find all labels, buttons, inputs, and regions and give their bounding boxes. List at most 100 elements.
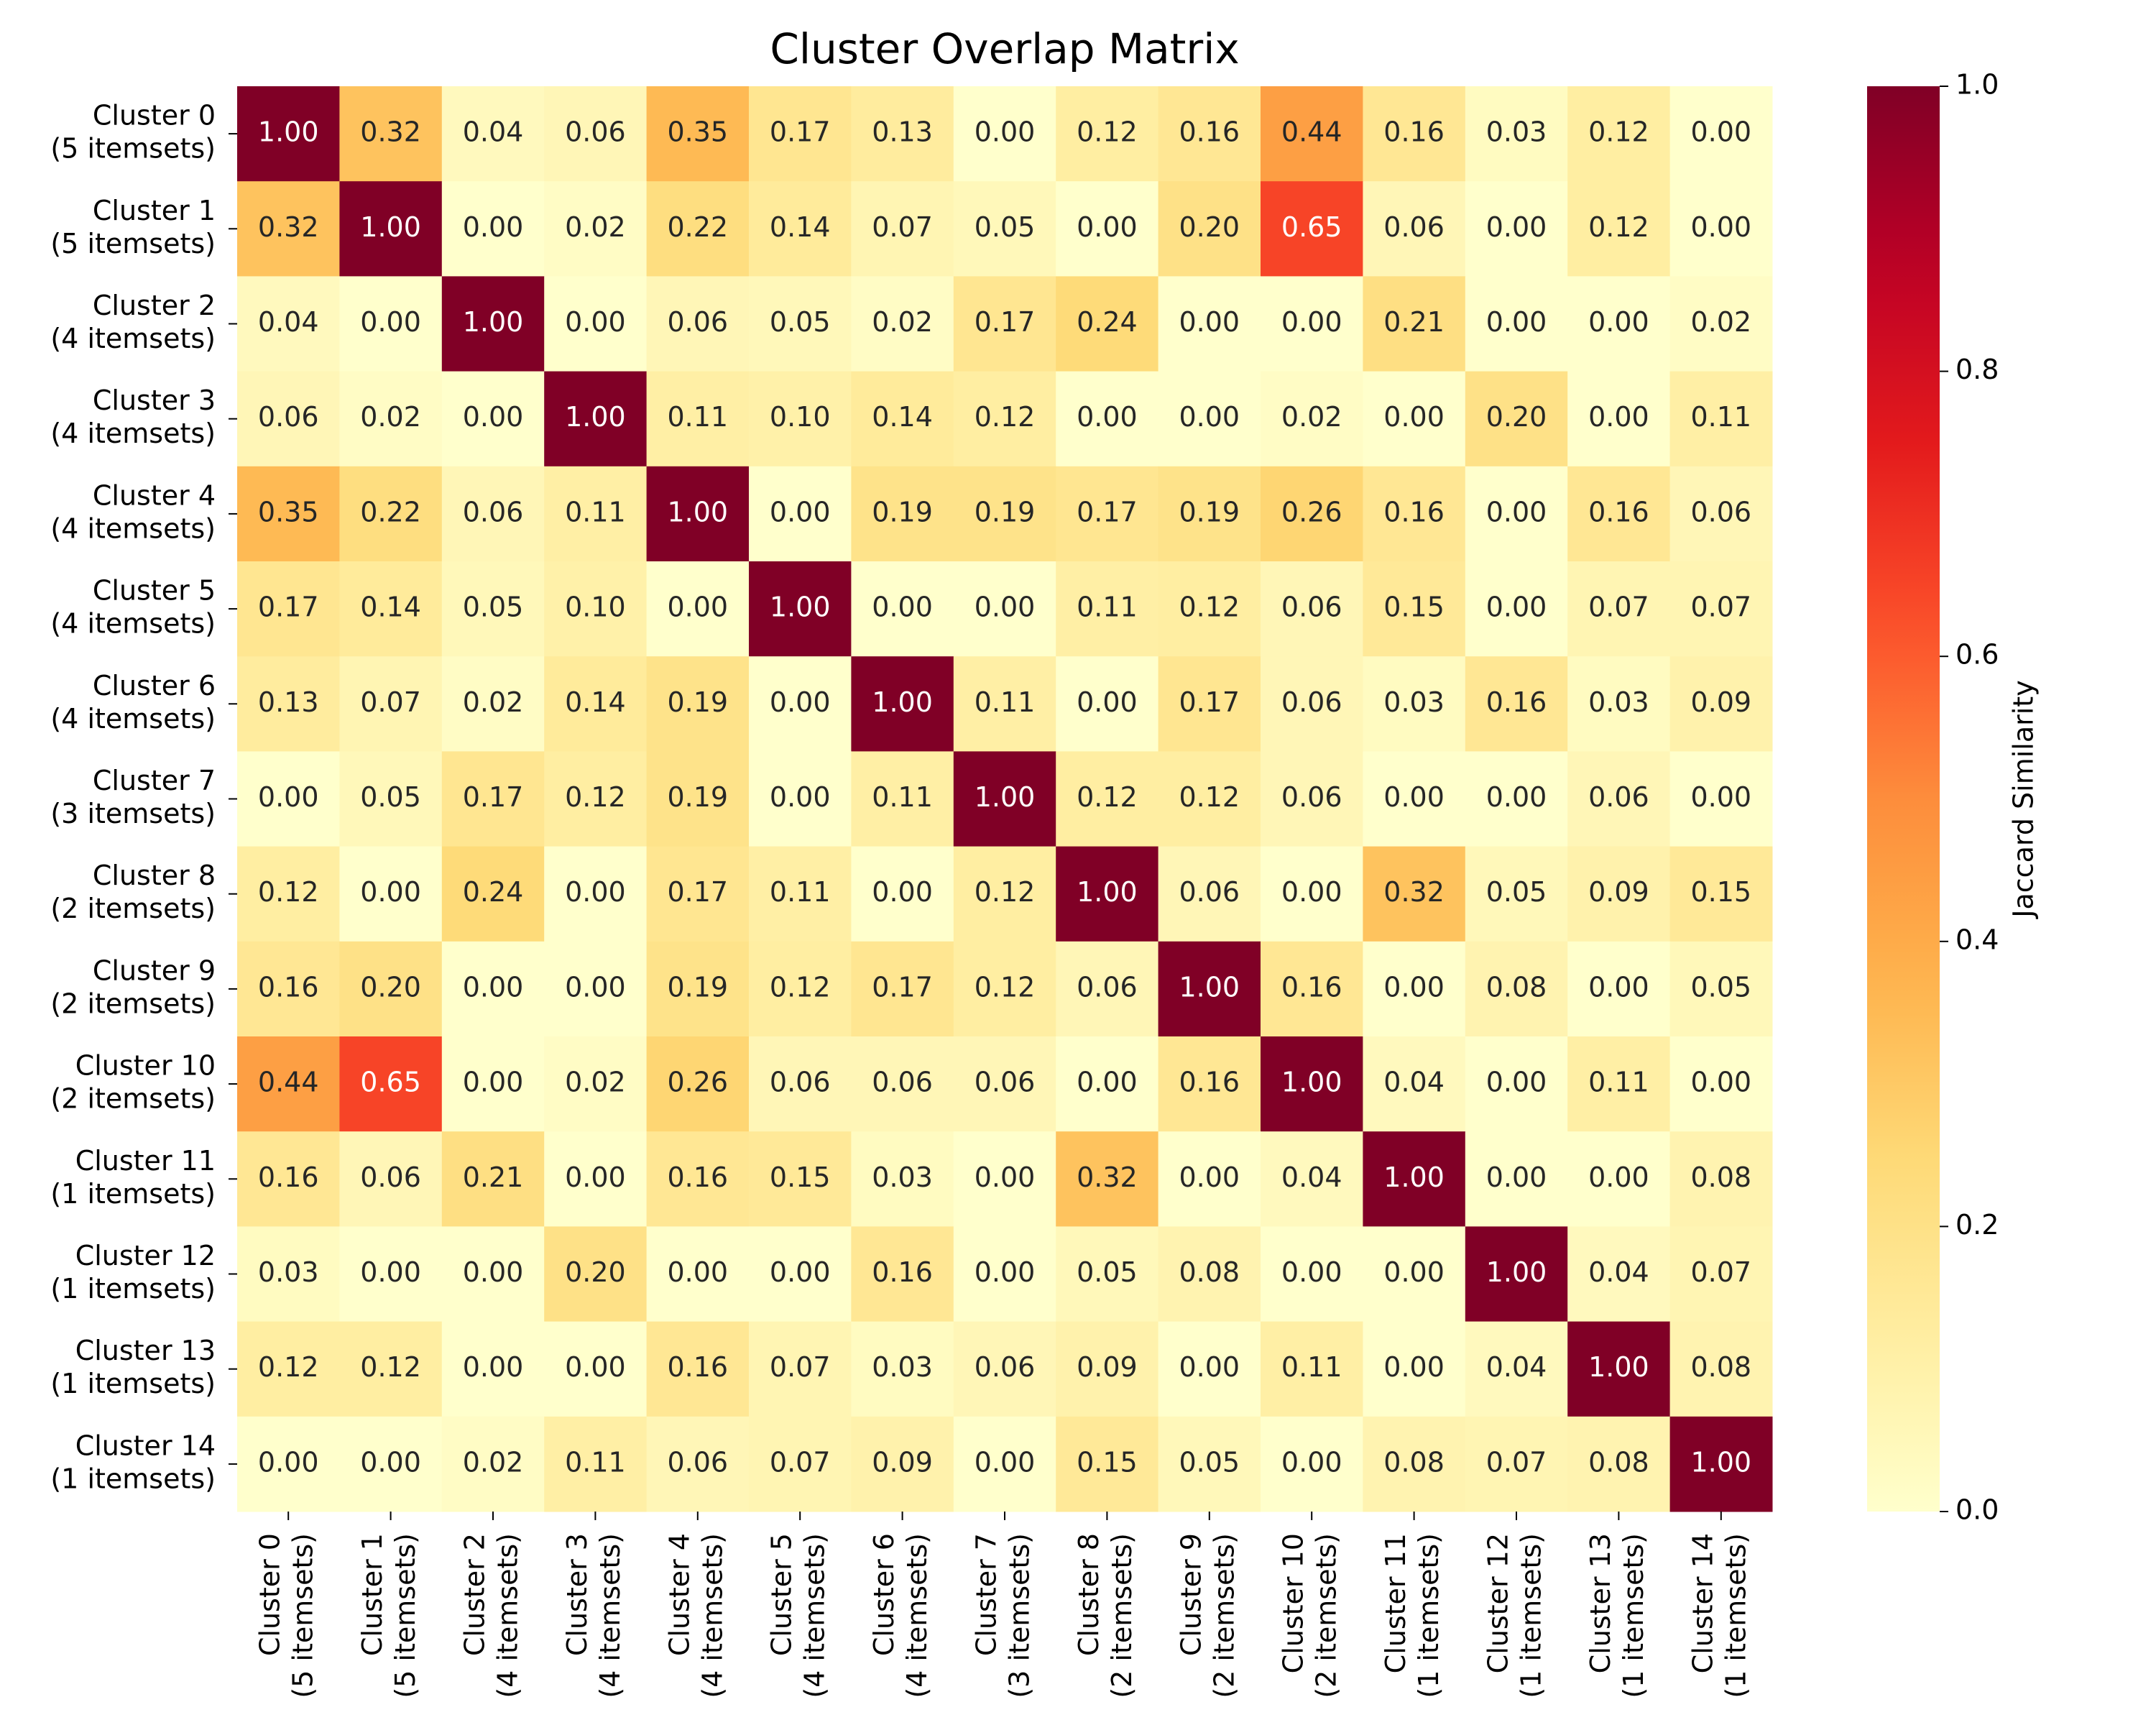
cell xyxy=(1567,181,1671,277)
cell-label: 0.00 xyxy=(565,306,626,338)
cell-label: 0.32 xyxy=(1383,876,1445,908)
cell-label: 0.00 xyxy=(1179,306,1240,338)
cell-label: 0.00 xyxy=(463,971,524,1003)
cell-label: 0.21 xyxy=(1383,306,1445,338)
cell-label: 0.00 xyxy=(1486,496,1547,528)
cell xyxy=(1056,181,1159,277)
colorbar-tick-label: 0.0 xyxy=(1955,1494,1999,1526)
cell xyxy=(1261,181,1363,277)
cell-label: 0.00 xyxy=(565,971,626,1003)
cell-label: 0.06 xyxy=(1383,211,1445,243)
y-tick-label: (5 itemsets) xyxy=(50,133,216,165)
cell xyxy=(1261,751,1363,847)
cell xyxy=(646,656,750,752)
cell xyxy=(646,751,750,847)
cell-label: 0.26 xyxy=(667,1067,728,1098)
cell-label: 0.08 xyxy=(1486,971,1547,1003)
cell-label: 1.00 xyxy=(1486,1256,1547,1288)
cell-label: 0.00 xyxy=(1179,401,1240,433)
cell xyxy=(1261,1131,1363,1227)
x-tick-label: Cluster 14 xyxy=(1687,1533,1718,1673)
cell xyxy=(646,1131,750,1227)
cell xyxy=(1669,181,1773,277)
cell xyxy=(1669,1036,1773,1132)
y-tick-label: Cluster 6 xyxy=(93,670,216,702)
cell-label: 0.06 xyxy=(565,116,626,148)
cell-label: 0.02 xyxy=(463,686,524,718)
cell xyxy=(544,1131,648,1227)
cell xyxy=(441,1416,545,1512)
cell xyxy=(1669,1131,1773,1227)
cell xyxy=(953,1416,1056,1512)
cell xyxy=(441,276,545,372)
cell-label: 0.11 xyxy=(872,781,933,813)
cell-label: 0.11 xyxy=(565,496,626,528)
cell-label: 0.21 xyxy=(463,1162,524,1193)
cell xyxy=(544,656,648,752)
cell-label: 0.14 xyxy=(872,401,933,433)
cell-label: 0.13 xyxy=(872,116,933,148)
cell xyxy=(441,561,545,657)
y-tick-label: (4 itemsets) xyxy=(50,703,216,735)
cell xyxy=(1567,1416,1671,1512)
cell-label: 0.06 xyxy=(360,1162,421,1193)
cell xyxy=(646,1321,750,1417)
cell-label: 0.12 xyxy=(770,971,831,1003)
cell xyxy=(953,276,1056,372)
cell-label: 0.17 xyxy=(1179,686,1240,718)
x-tick-label: (1 itemsets) xyxy=(1516,1533,1547,1698)
y-tick-label: (2 itemsets) xyxy=(50,893,216,924)
cell-label: 0.00 xyxy=(1281,1256,1342,1288)
cell-label: 0.00 xyxy=(463,211,524,243)
cell-label: 0.00 xyxy=(1179,1162,1240,1193)
cell-label: 0.22 xyxy=(667,211,728,243)
cell xyxy=(1056,466,1159,562)
x-tick-label: Cluster 0 xyxy=(254,1533,286,1656)
cell xyxy=(851,561,954,657)
cell xyxy=(1056,941,1159,1037)
cell-label: 0.00 xyxy=(975,1256,1036,1288)
cell xyxy=(1363,181,1466,277)
cell xyxy=(339,751,443,847)
y-tick-label: Cluster 13 xyxy=(75,1335,216,1366)
cell-label: 0.02 xyxy=(360,401,421,433)
cell xyxy=(749,846,852,942)
cell xyxy=(544,941,648,1037)
cell xyxy=(544,846,648,942)
x-tick-label: Cluster 7 xyxy=(971,1533,1003,1656)
cell xyxy=(1158,751,1261,847)
cell-label: 0.12 xyxy=(565,781,626,813)
cell xyxy=(1465,86,1568,182)
cell xyxy=(1261,561,1363,657)
cell xyxy=(1158,181,1261,277)
cell-label: 0.20 xyxy=(565,1256,626,1288)
y-tick-label: (1 itemsets) xyxy=(50,1368,216,1399)
y-tick-label: Cluster 7 xyxy=(93,765,216,796)
cell-label: 0.12 xyxy=(975,401,1036,433)
y-tick-label: (2 itemsets) xyxy=(50,1083,216,1115)
cell xyxy=(1465,846,1568,942)
cell xyxy=(339,181,443,277)
cell-label: 0.10 xyxy=(770,401,831,433)
cell xyxy=(646,1416,750,1512)
colorbar-tick-label: 0.4 xyxy=(1955,924,1999,955)
x-tick-label: Cluster 3 xyxy=(561,1533,593,1656)
cell-label: 0.17 xyxy=(463,781,524,813)
cell-label: 0.00 xyxy=(1486,1162,1547,1193)
cell xyxy=(1056,561,1159,657)
cell-label: 0.03 xyxy=(1383,686,1445,718)
y-tick-label: Cluster 2 xyxy=(93,290,216,321)
colorbar xyxy=(1867,86,1940,1512)
cell xyxy=(953,751,1056,847)
cell-label: 0.00 xyxy=(1281,876,1342,908)
cell-label: 0.17 xyxy=(770,116,831,148)
cell-label: 0.00 xyxy=(770,496,831,528)
cell xyxy=(1363,751,1466,847)
cell xyxy=(749,86,852,182)
cell xyxy=(1363,1416,1466,1512)
cell-label: 0.00 xyxy=(1486,592,1547,623)
cell xyxy=(1158,466,1261,562)
cell xyxy=(851,751,954,847)
cell-label: 0.00 xyxy=(1077,401,1138,433)
cell xyxy=(1465,1226,1568,1322)
